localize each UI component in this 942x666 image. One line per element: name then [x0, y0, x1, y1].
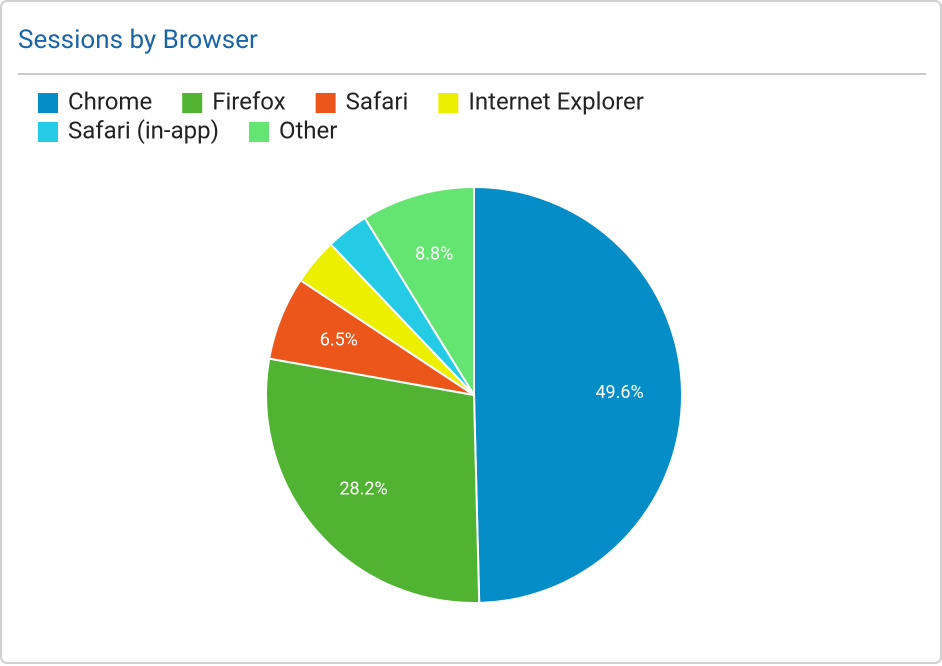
slice-label: 49.6%	[595, 382, 643, 403]
legend-swatch	[182, 93, 203, 113]
chart-title: Sessions by Browser	[18, 25, 258, 55]
legend-swatch	[315, 93, 336, 113]
legend-swatch	[438, 93, 459, 113]
slice-label: 6.5%	[320, 330, 358, 351]
legend-swatch	[38, 93, 58, 113]
slice-label: 28.2%	[339, 479, 387, 500]
legend-label: Firefox	[212, 87, 286, 115]
legend-swatch	[38, 122, 58, 142]
pie-slice	[363, 185, 475, 399]
legend-label: Chrome	[68, 87, 152, 115]
legend-label: Other	[279, 116, 337, 144]
slice-label: 8.8%	[415, 244, 453, 265]
legend-label: Safari	[346, 87, 409, 115]
legend-label: Safari (in-app)	[68, 116, 219, 144]
legend-label: Internet Explorer	[468, 87, 644, 115]
pie-slice	[265, 357, 481, 604]
legend-swatch	[248, 122, 269, 142]
pie-slice	[473, 185, 683, 604]
